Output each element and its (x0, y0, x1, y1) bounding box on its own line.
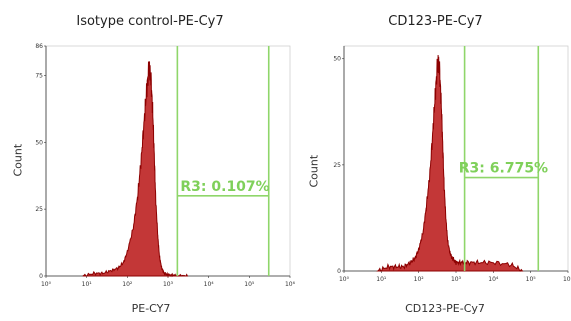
x-tick-label: 10⁴ (488, 276, 499, 283)
y-tick-label: 25 (333, 162, 341, 169)
plot-frame (343, 45, 569, 272)
y-tick-label: 75 (35, 72, 43, 79)
x-axis-label: PE-CY7 (131, 302, 171, 315)
y-tick-label: 0 (39, 273, 43, 280)
chart-cd123: CD123-PE-Cy7 Count CD123-PE-Cy7 0 25 50 10⁰… (300, 0, 571, 321)
x-tick-label: 10⁵ (526, 276, 537, 283)
y-tick-label: 0 (337, 268, 341, 275)
x-tick-label: 10⁰ (41, 281, 52, 288)
gate-label: R3: 6.775% (459, 161, 548, 177)
chart-title: CD123-PE-Cy7 (388, 14, 483, 29)
x-axis-label: CD123-PE-Cy7 (405, 302, 485, 315)
gate-label: R3: 0.107% (180, 179, 269, 195)
x-tick-label: 10⁶ (563, 276, 571, 283)
y-tick-label: 25 (35, 206, 43, 213)
x-tick-label: 10¹ (82, 281, 93, 288)
y-tick-label: 86 (35, 43, 43, 50)
x-tick-label: 10² (414, 276, 425, 283)
histogram-plot: 0 25 50 75 86 10⁰ 10¹ 10² 10³ 10⁴ 10⁵ 10⁶ R3: 0.107% (35, 43, 296, 288)
histogram-plot: 0 25 50 10⁰ 10¹ 10² 10³ 10⁴ 10⁵ 10⁶ R3: 6.775% (333, 45, 571, 283)
chart-title: Isotype control-PE-Cy7 (76, 14, 224, 29)
y-tick-label: 50 (333, 56, 341, 63)
chart-isotype-control: Isotype control-PE-Cy7 Count PE-CY7 0 25 5… (12, 14, 296, 315)
x-tick-label: 10⁰ (339, 276, 350, 283)
plot-frame (45, 45, 291, 277)
y-tick-label: 50 (35, 139, 43, 146)
x-tick-label: 10³ (451, 276, 462, 283)
x-tick-label: 10¹ (376, 276, 387, 283)
x-tick-label: 10⁶ (285, 281, 296, 288)
x-tick-label: 10⁵ (244, 281, 255, 288)
x-tick-label: 10³ (163, 281, 174, 288)
x-tick-label: 10² (122, 281, 133, 288)
x-tick-label: 10⁴ (204, 281, 215, 288)
histogram-series (82, 61, 189, 278)
